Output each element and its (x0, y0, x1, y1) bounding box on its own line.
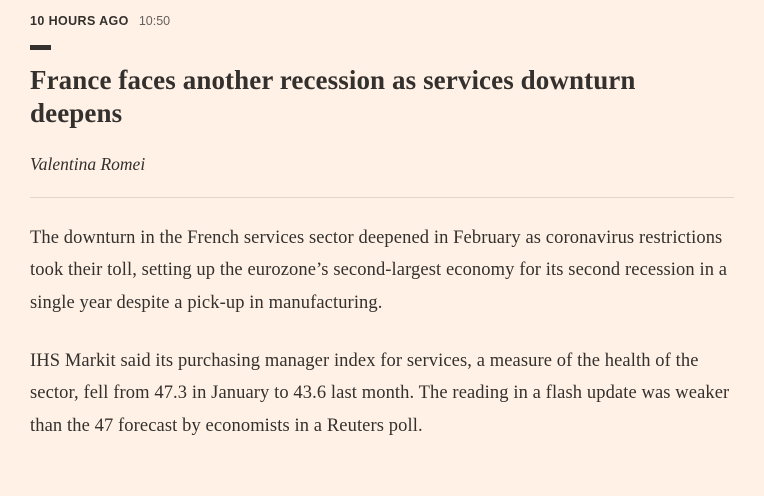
body-paragraph: The downturn in the French services sect… (30, 227, 728, 313)
post-meta: 10 HOURS AGO 10:50 (30, 14, 734, 28)
article-body: The downturn in the French services sect… (30, 222, 734, 442)
accent-bar (30, 45, 51, 50)
author-byline: Valentina Romei (30, 153, 146, 174)
divider-rule (30, 196, 734, 198)
relative-timestamp: 10 HOURS AGO (30, 14, 129, 28)
post-headline: France faces another recession as servic… (30, 65, 636, 128)
live-blog-post: 10 HOURS AGO 10:50 France faces another … (30, 14, 734, 442)
body-paragraph: IHS Markit said its purchasing manager i… (30, 351, 730, 436)
absolute-timestamp: 10:50 (138, 14, 171, 28)
